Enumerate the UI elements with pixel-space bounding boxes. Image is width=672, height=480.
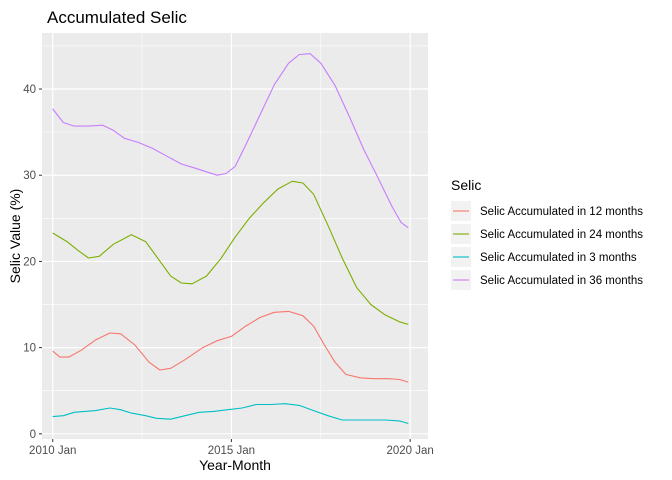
legend-item: Selic Accumulated in 12 months [451, 201, 643, 221]
series-line-1 [52, 310, 409, 383]
legend-label: Selic Accumulated in 12 months [480, 206, 643, 218]
chart-title: Accumulated Selic [47, 8, 187, 27]
legend-label: Selic Accumulated in 24 months [480, 229, 643, 241]
series-line-3 [52, 403, 409, 425]
x-axis-ticks: 2010 Jan 2015 Jan 2020 Jan [29, 439, 434, 457]
series-lines [52, 53, 409, 425]
x-tick-label: 2015 Jan [208, 445, 255, 457]
legend-item: Selic Accumulated in 36 months [451, 270, 643, 290]
legend-items: Selic Accumulated in 12 months Selic Accu… [451, 201, 643, 290]
x-tick-label: 2020 Jan [386, 445, 433, 457]
series-line-2 [52, 180, 409, 325]
legend-label: Selic Accumulated in 36 months [480, 275, 643, 287]
legend-item: Selic Accumulated in 3 months [451, 247, 637, 267]
y-axis-title: Selic Value (%) [7, 189, 23, 284]
legend-label: Selic Accumulated in 3 months [480, 252, 637, 264]
grid-minor [42, 33, 428, 439]
plot-panel [42, 33, 428, 439]
y-tick-label: 20 [23, 256, 36, 268]
y-tick-label: 40 [23, 84, 36, 96]
series-line-4 [52, 53, 409, 229]
y-tick-label: 0 [30, 429, 36, 441]
x-tick-label: 2010 Jan [29, 445, 76, 457]
legend-title: Selic [451, 177, 481, 193]
legend: Selic Selic Accumulated in 12 monthsSeli… [451, 177, 643, 290]
y-tick-label: 10 [23, 343, 36, 355]
x-axis-title: Year-Month [199, 457, 271, 473]
legend-item: Selic Accumulated in 24 months [451, 224, 643, 244]
y-axis-ticks: 0 10 20 30 40 [23, 84, 42, 441]
grid-major [42, 33, 428, 439]
y-tick-label: 30 [23, 170, 36, 182]
